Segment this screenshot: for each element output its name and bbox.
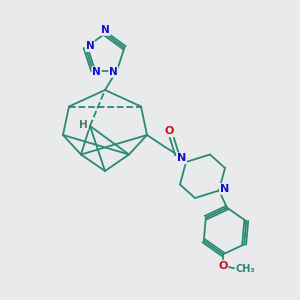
Text: N: N: [109, 67, 118, 77]
Text: N: N: [92, 67, 101, 77]
Text: CH₃: CH₃: [235, 264, 255, 274]
Text: N: N: [101, 25, 110, 35]
Text: H: H: [79, 119, 88, 130]
Text: N: N: [220, 184, 229, 194]
Text: N: N: [86, 41, 94, 51]
Text: N: N: [177, 153, 186, 164]
Text: O: O: [218, 261, 228, 271]
Text: O: O: [165, 126, 174, 136]
